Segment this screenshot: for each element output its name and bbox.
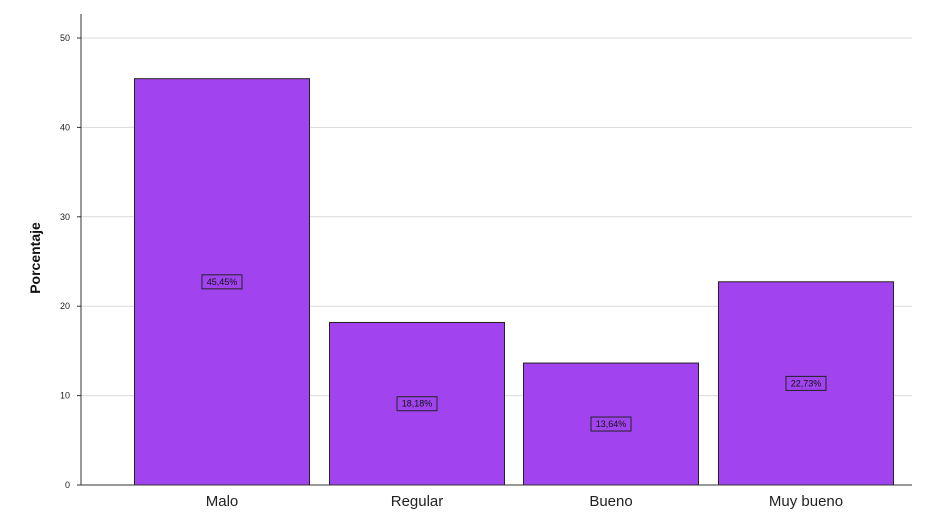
bar-malo (134, 78, 310, 486)
y-axis-label: Porcentaje (27, 222, 43, 294)
data-label-box (396, 396, 438, 412)
bar-regular (329, 321, 505, 486)
x-tick-labels: Malo Regular Bueno Muy bueno (206, 493, 843, 510)
data-label: 18,18% (402, 399, 433, 409)
data-label-box (590, 416, 632, 432)
x-tick-label: Regular (391, 493, 444, 510)
data-label: 22,73% (791, 378, 822, 388)
y-tick-label: 50 (60, 33, 70, 43)
y-tick-label: 0 (65, 480, 70, 490)
y-tick-label: 30 (60, 212, 70, 222)
bar-muy-bueno (718, 281, 894, 486)
data-label-box (201, 274, 243, 290)
y-tick-label: 40 (60, 122, 70, 132)
x-tick-label: Bueno (589, 493, 632, 510)
data-labels: 45,45% 18,18% 13,64% 22,73% (201, 274, 827, 432)
data-label: 45,45% (207, 277, 238, 287)
y-tick-label: 10 (60, 391, 70, 401)
bar-bueno (523, 362, 699, 486)
data-label: 13,64% (596, 419, 627, 429)
axes (80, 14, 912, 486)
y-tick-label: 20 (60, 301, 70, 311)
y-ticks: 0 10 20 30 40 50 (60, 33, 81, 490)
data-label-box (785, 375, 827, 391)
x-tick-label: Malo (206, 493, 239, 510)
bars (134, 78, 894, 486)
x-tick-label: Muy bueno (769, 493, 843, 510)
